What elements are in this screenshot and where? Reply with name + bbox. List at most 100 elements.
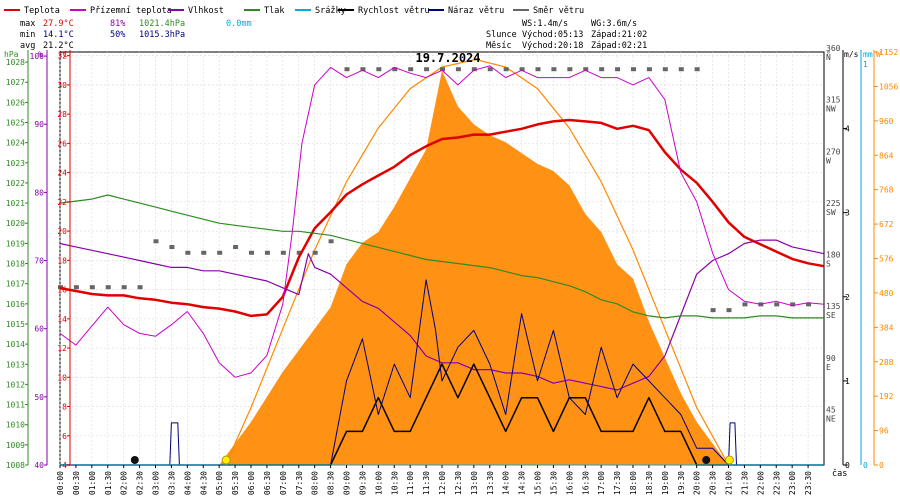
pressure-tick-label: 1011 xyxy=(6,401,25,410)
stats-min-hum: 50% xyxy=(110,30,125,40)
stats-max-hum: 81% xyxy=(110,19,125,29)
stats-avg-temp: 21.2°C xyxy=(43,41,74,51)
direction-point xyxy=(790,302,796,307)
direction-point xyxy=(535,67,541,72)
direction-point xyxy=(249,250,254,255)
x-tick-label: 15:30 xyxy=(549,471,558,495)
solar-tick-label: 480 xyxy=(879,289,894,298)
info-moon-label: Měsíc xyxy=(486,41,512,51)
direction-point xyxy=(806,302,812,307)
temperature-tick-label: 30 xyxy=(57,81,67,90)
solar-unit: W xyxy=(876,50,881,59)
rain-tick-label: 1 xyxy=(863,60,868,69)
direction-compass-label: SE xyxy=(826,311,836,320)
x-tick-label: 02:30 xyxy=(136,471,145,495)
direction-point xyxy=(726,308,732,313)
pressure-tick-label: 1014 xyxy=(6,340,25,349)
pressure-tick-label: 1027 xyxy=(6,78,25,87)
direction-point xyxy=(89,285,95,290)
x-tick-label: 00:30 xyxy=(72,471,81,495)
temperature-tick-label: 20 xyxy=(57,227,67,236)
pressure-tick-label: 1008 xyxy=(6,461,25,470)
direction-point xyxy=(408,67,414,72)
pressure-tick-label: 1009 xyxy=(6,441,25,450)
direction-point xyxy=(551,67,557,72)
info-moonrise: Východ:20:18 xyxy=(522,41,583,51)
wind-tick-label: 1 xyxy=(845,377,850,386)
x-tick-label: 20:30 xyxy=(709,471,718,495)
temperature-unit: °C xyxy=(58,50,68,59)
direction-point xyxy=(201,250,207,255)
legend: Teplota Přízemní teplota Vlhkost Tlak Srážky… xyxy=(4,6,584,16)
direction-point xyxy=(662,67,668,72)
temperature-tick-label: 32 xyxy=(57,52,67,61)
direction-point xyxy=(742,302,748,307)
solar-tick-label: 576 xyxy=(879,255,894,264)
direction-point xyxy=(503,67,509,72)
humidity-unit: % xyxy=(38,50,43,59)
wind-tick-label: 2 xyxy=(845,293,850,302)
humidity-tick-label: 80 xyxy=(34,188,44,197)
direction-tick-label: 90 xyxy=(826,354,836,363)
x-tick-label: 22:00 xyxy=(756,471,765,495)
direction-point xyxy=(455,67,461,72)
x-tick-label: 13:00 xyxy=(470,471,479,495)
pressure-tick-label: 1012 xyxy=(6,380,25,389)
info-sunset: Západ:21:02 xyxy=(591,30,647,40)
solar-tick-label: 768 xyxy=(879,186,894,195)
solar-tick-label: 864 xyxy=(879,151,894,160)
pressure-tick-label: 1023 xyxy=(6,159,25,168)
humidity-tick-label: 90 xyxy=(34,120,44,129)
direction-point xyxy=(264,250,270,255)
legend-label: Srážky xyxy=(315,6,346,16)
solar-tick-label: 384 xyxy=(879,323,894,332)
direction-tick-label: 180 xyxy=(826,251,841,260)
temperature-tick-label: 18 xyxy=(57,256,67,265)
x-tick-label: 01:00 xyxy=(88,471,97,495)
direction-point xyxy=(710,308,716,313)
x-tick-label: 15:00 xyxy=(534,471,543,495)
stats-min-temp: 14.1°C xyxy=(43,30,74,40)
stats-max-label: max xyxy=(20,19,35,29)
solar-tick-label: 1056 xyxy=(879,82,898,91)
sun-moon-markers xyxy=(130,455,734,465)
humidity-tick-label: 50 xyxy=(34,393,44,402)
x-tick-label: 16:30 xyxy=(581,471,590,495)
temperature-tick-label: 4 xyxy=(62,461,67,470)
direction-point xyxy=(599,67,605,72)
direction-point xyxy=(694,67,700,72)
x-tick-label: 11:00 xyxy=(406,471,415,495)
direction-compass-label: NW xyxy=(826,105,836,114)
x-tick-label: 06:00 xyxy=(247,471,256,495)
info-sunrise: Východ:05:13 xyxy=(522,30,583,40)
pressure-tick-label: 1021 xyxy=(6,199,25,208)
temperature-tick-label: 28 xyxy=(57,110,67,119)
info-sun-label: Slunce xyxy=(486,30,517,40)
series-vlhkost xyxy=(59,239,825,391)
temperature-tick-label: 16 xyxy=(57,286,67,295)
series-tlak xyxy=(59,194,824,319)
legend-label: Přízemní teplota xyxy=(90,6,172,16)
x-tick-label: 08:30 xyxy=(327,471,336,495)
x-tick-label: 04:30 xyxy=(199,471,208,495)
legend-label: Náraz větru xyxy=(448,6,504,16)
moonrise-marker xyxy=(702,456,711,464)
x-tick-label: 14:00 xyxy=(502,471,511,495)
x-axis-label: čas xyxy=(832,468,847,479)
stats-min-press: 1015.3hPa xyxy=(139,30,185,40)
humidity-tick-label: 70 xyxy=(34,257,44,266)
x-tick-label: 12:30 xyxy=(454,471,463,495)
x-tick-label: 21:30 xyxy=(740,471,749,495)
info-ws: WS:1.4m/s xyxy=(522,19,568,29)
x-tick-label: 09:30 xyxy=(358,471,367,495)
x-tick-label: 23:00 xyxy=(788,471,797,495)
direction-point xyxy=(646,67,652,72)
pressure-tick-label: 1025 xyxy=(6,119,25,128)
direction-tick-label: 360 xyxy=(826,44,841,53)
direction-point xyxy=(121,285,127,290)
direction-point xyxy=(217,250,223,255)
temperature-tick-label: 10 xyxy=(57,373,67,382)
direction-point xyxy=(615,67,621,72)
sunrise-marker xyxy=(221,455,231,465)
wind-unit: m/s xyxy=(844,50,859,59)
